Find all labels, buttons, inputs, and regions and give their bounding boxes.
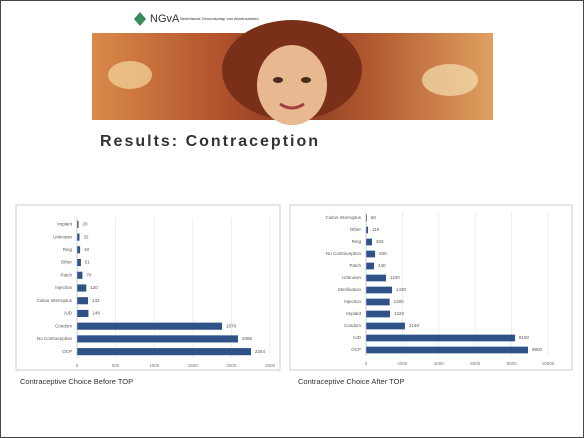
photo: [92, 20, 493, 125]
category-label: IUD: [64, 311, 73, 316]
bar: [77, 259, 81, 266]
value-label: 40: [84, 247, 90, 252]
bar: [366, 263, 374, 270]
bar: [366, 287, 392, 294]
x-tick-label: 1500: [188, 363, 199, 368]
bar: [366, 347, 528, 354]
category-label: Coitus Interruptus: [36, 298, 72, 303]
bar: [77, 310, 88, 317]
category-label: OCP: [62, 349, 72, 354]
category-label: Implant: [346, 311, 362, 316]
category-label: Condom: [344, 323, 361, 328]
category-label: Unknown: [53, 234, 72, 239]
value-label: 2254: [255, 349, 266, 354]
org-name: Nederlands Genootschap van Abortusartsen: [180, 16, 259, 21]
bar: [366, 239, 372, 246]
category-label: IUD: [353, 335, 362, 340]
bar: [366, 227, 368, 234]
value-label: 1320: [394, 311, 405, 316]
category-label: Other: [61, 260, 73, 265]
value-label: 8190: [519, 335, 530, 340]
bar: [366, 323, 405, 330]
value-label: 143: [92, 298, 100, 303]
chart-frame: [290, 205, 572, 370]
bar: [366, 335, 515, 342]
value-label: 330: [376, 239, 384, 244]
slide-title: Results: Contraception: [100, 133, 320, 150]
value-label: 50: [371, 215, 377, 220]
logo-text: NGvA: [150, 13, 180, 25]
value-label: 1100: [390, 275, 400, 280]
category-label: Injection: [344, 299, 361, 304]
x-tick-label: 6000: [470, 361, 481, 366]
value-label: 8900: [532, 347, 543, 352]
value-label: 148: [92, 311, 100, 316]
category-label: Other: [350, 227, 362, 232]
value-label: 20: [83, 222, 89, 227]
bar: [77, 323, 222, 330]
category-label: Ring: [63, 247, 73, 252]
x-tick-label: 2000: [397, 361, 408, 366]
bar: [366, 299, 390, 306]
bar: [77, 348, 251, 355]
bar: [77, 284, 86, 291]
x-tick-label: 10000: [542, 361, 555, 366]
value-label: 120: [90, 285, 98, 290]
category-label: Patch: [349, 263, 361, 268]
bar: [366, 311, 390, 318]
bar: [77, 335, 238, 342]
category-label: No Contraception: [37, 336, 73, 341]
x-tick-label: 4000: [434, 361, 445, 366]
category-label: No Contraception: [326, 251, 362, 256]
x-tick-label: 8000: [507, 361, 518, 366]
value-label: 32: [83, 234, 89, 239]
value-label: 51: [85, 260, 91, 265]
bar: [366, 251, 375, 258]
category-label: Ring: [352, 239, 362, 244]
category-label: Injection: [55, 285, 72, 290]
bar: [77, 297, 88, 304]
value-label: 70: [86, 272, 92, 277]
x-tick-label: 2500: [265, 363, 276, 368]
category-label: Patch: [60, 272, 72, 277]
value-label: 1430: [396, 287, 407, 292]
value-label: 2085: [242, 336, 253, 341]
x-tick-label: 500: [112, 363, 120, 368]
value-label: 440: [378, 263, 386, 268]
bar: [77, 272, 82, 279]
chart-caption: Contraceptive Choice Before TOP: [20, 377, 133, 386]
bar: [77, 234, 79, 241]
chart-caption: Contraceptive Choice After TOP: [298, 377, 404, 386]
value-label: 2140: [409, 323, 420, 328]
category-label: Unknown: [342, 275, 361, 280]
x-tick-label: 2000: [226, 363, 237, 368]
category-label: OCP: [351, 347, 361, 352]
value-label: 1300: [394, 299, 405, 304]
category-label: Condom: [55, 323, 72, 328]
value-label: 1878: [226, 323, 237, 328]
category-label: Coitus Interruptus: [325, 215, 361, 220]
category-label: Implant: [57, 222, 73, 227]
bar: [366, 275, 386, 282]
bar: [77, 246, 80, 253]
slide: NGvA Nederlands Genootschap van Abortusa…: [0, 0, 584, 438]
category-label: Sterilisation: [338, 287, 362, 292]
value-label: 110: [372, 227, 380, 232]
value-label: 500: [379, 251, 387, 256]
x-tick-label: 1000: [149, 363, 160, 368]
